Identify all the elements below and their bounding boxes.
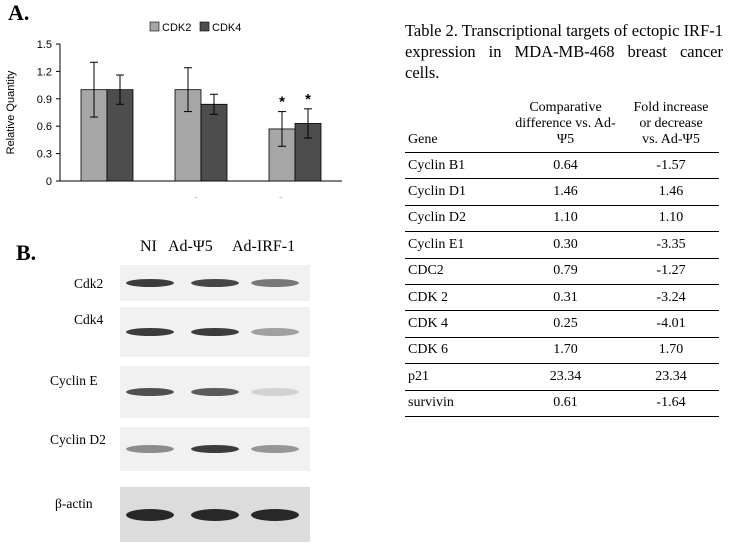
y-tick-label: 0.6 [37,121,52,133]
cell-fold: 23.34 [623,363,719,391]
table-row: Cyclin D1 1.46 1.46 [405,178,719,206]
cell-fold: -1.64 [623,390,719,417]
table-row: Cyclin E1 0.30 -3.35 [405,231,719,259]
cell-fold: 1.10 [623,205,719,233]
blot-band [126,279,174,287]
blot-label: β-actin [55,496,93,511]
y-tick-label: 1.2 [37,66,52,78]
cell-fold: -1.57 [623,152,719,180]
blot-label: Cdk2 [74,276,104,291]
lane-label: Ad-IRF-1 [232,238,296,255]
legend-swatch-cdk2 [149,21,160,32]
cell-fold: 1.46 [623,178,719,206]
blot-label: Cyclin D2 [50,432,106,447]
cell-gene: CDK 6 [405,337,508,365]
legend-swatch-cdk4 [199,21,210,32]
table-row: CDK 4 0.25 -4.01 [405,310,719,338]
table-row: survivin 0.61 -1.64 [405,390,719,417]
table-row: CDK 2 0.31 -3.24 [405,284,719,312]
blot-band [126,445,174,453]
table-body: Cyclin B1 0.64 -1.57 Cyclin D1 1.46 1.46 Cycli… [405,152,719,417]
bar-chart: 0 0.3 0.6 0.9 1.2 1.5 Relative Quantity NI Ad-Ψ5… [5,21,342,198]
significance-star: * [305,91,311,108]
cell-gene: CDK 2 [405,284,508,312]
blot-band [251,328,299,336]
blot-band [251,388,299,396]
table-row: p21 23.34 23.34 [405,363,719,391]
significance-star: * [279,94,285,111]
table-caption: Table 2. Transcriptional targets of ecto… [405,21,723,82]
panel-a-label: A. [8,0,30,25]
cell-gene: Cyclin E1 [405,231,508,259]
cell-comparative: 0.25 [508,310,623,338]
blot-label: Cyclin E [50,373,98,388]
cell-gene: survivin [405,390,508,417]
cell-comparative: 1.46 [508,178,623,206]
blot-band [191,508,239,521]
y-tick-label: 1.5 [37,39,52,51]
y-tick-label: 0.3 [37,149,52,161]
cell-comparative: 0.64 [508,152,623,180]
bar-cdk2-2 [268,128,296,182]
cell-comparative: 23.34 [508,363,623,391]
cell-fold: -4.01 [623,310,719,338]
table-header-row: Gene Comparative difference vs. Ad-Ψ5 Fo… [405,100,719,153]
blot-band [251,279,299,287]
cell-comparative: 1.70 [508,337,623,365]
table-row: CDK 6 1.70 1.70 [405,337,719,365]
bar-cdk4-1 [200,103,228,182]
header-comparative: Comparative difference vs. Ad-Ψ5 [508,100,623,153]
header-fold: Fold increase or decrease vs. Ad-Ψ5 [623,100,719,153]
blot-band [126,388,174,396]
table-row: CDC2 0.79 -1.27 [405,258,719,285]
blot-band [191,328,239,336]
table-row: Cyclin B1 0.64 -1.57 [405,152,719,180]
cell-comparative: 0.79 [508,258,623,285]
cell-fold: -3.24 [623,284,719,312]
header-gene: Gene [405,100,508,153]
cell-gene: Cyclin D2 [405,205,508,233]
y-tick-label: 0.9 [37,94,52,106]
x-tick-label: NI [99,196,116,198]
cell-gene: CDK 4 [405,310,508,338]
blot-band [191,279,239,287]
lane-label: Ad-Ψ5 [168,238,213,255]
cell-gene: Cyclin B1 [405,152,508,180]
lane-label: NI [140,238,157,255]
blot-band [251,445,299,453]
blot-band [191,445,239,453]
targets-table: Gene Comparative difference vs. Ad-Ψ5 Fo… [405,100,719,417]
blot-band [251,508,299,521]
x-tick-label: Ad-Ψ5 [179,196,224,198]
cell-gene: CDC2 [405,258,508,285]
cell-gene: p21 [405,363,508,391]
table-row: Cyclin D2 1.10 1.10 [405,205,719,233]
blot-band [126,328,174,336]
y-tick-label: 0 [46,176,52,188]
cell-comparative: 0.31 [508,284,623,312]
legend-label: CDK2 [162,22,191,34]
cell-comparative: 0.30 [508,231,623,259]
bar-cdk4-0 [106,89,134,182]
cell-comparative: 0.61 [508,390,623,417]
cell-fold: -3.35 [623,231,719,259]
y-axis-label: Relative Quantity [5,70,17,154]
cell-fold: 1.70 [623,337,719,365]
cell-comparative: 1.10 [508,205,623,233]
blot-band [126,508,174,521]
blot-band [191,388,239,396]
cell-fold: -1.27 [623,258,719,285]
panel-b-label: B. [16,240,37,265]
cell-gene: Cyclin D1 [405,178,508,206]
legend-label: CDK4 [212,22,241,34]
blot-label: Cdk4 [74,312,104,327]
x-tick-label: Ad-IRF-1 [263,196,326,198]
